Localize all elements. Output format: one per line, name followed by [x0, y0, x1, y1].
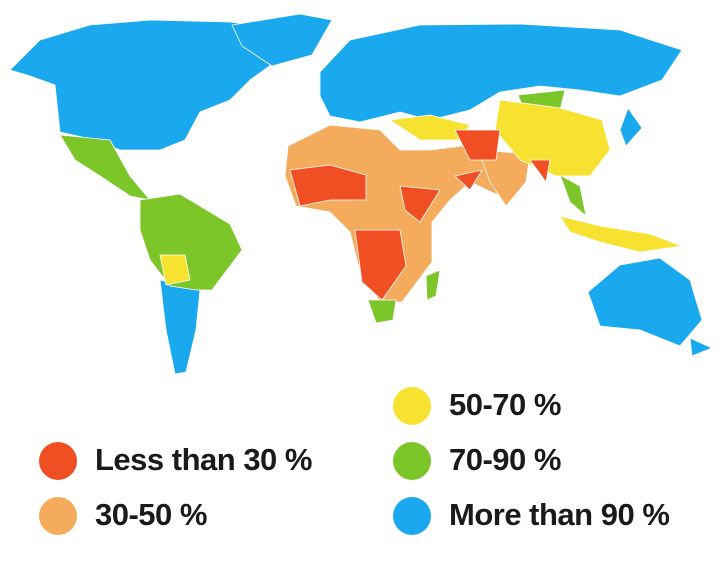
country-region — [559, 215, 683, 253]
legend: Less than 30 % 30-50 % 50-70 % 70-90 % More … — [39, 387, 670, 535]
legend-swatch — [393, 497, 431, 535]
country-region — [454, 129, 501, 161]
legend-swatch — [39, 497, 77, 535]
country-region — [689, 337, 713, 357]
legend-swatch — [393, 387, 431, 425]
legend-swatch — [39, 442, 77, 480]
country-region — [425, 269, 441, 301]
country-region — [454, 169, 483, 191]
country-region — [231, 13, 333, 67]
legend-label: 50-70 % — [449, 387, 561, 422]
country-region — [159, 254, 191, 286]
country-region — [354, 229, 407, 301]
country-region — [619, 107, 643, 147]
country-region — [494, 99, 611, 177]
country-region — [559, 174, 587, 217]
legend-label: 70-90 % — [449, 442, 561, 477]
legend-label: Less than 30 % — [95, 442, 312, 477]
legend-label: More than 90 % — [449, 497, 669, 532]
world-map — [9, 13, 713, 375]
country-region — [9, 19, 291, 151]
country-region — [139, 193, 243, 291]
country-region — [399, 185, 441, 223]
country-region — [319, 23, 683, 123]
country-region — [529, 159, 551, 183]
country-region — [289, 164, 367, 207]
country-region — [59, 134, 151, 201]
country-region — [367, 299, 397, 324]
legend-label: 30-50 % — [95, 497, 207, 532]
country-region — [587, 257, 703, 347]
country-region — [159, 279, 201, 375]
legend-swatch — [393, 442, 431, 480]
